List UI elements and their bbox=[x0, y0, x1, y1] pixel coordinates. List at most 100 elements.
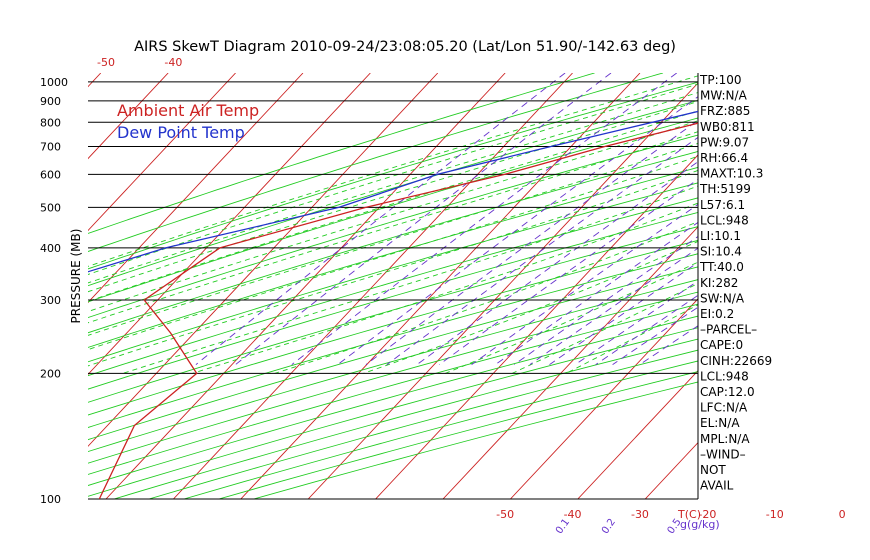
moist-adiabat-line bbox=[88, 131, 698, 324]
pressure-tick-label: 400 bbox=[40, 242, 61, 255]
dry-adiabat-line bbox=[218, 371, 698, 499]
moist-adiabat-line bbox=[511, 282, 698, 374]
isotherm-line bbox=[442, 226, 698, 499]
moist-adiabat-line bbox=[88, 83, 698, 275]
dry-adiabat-line bbox=[88, 279, 698, 453]
bottom-temperature-tick-label: -20 bbox=[698, 508, 716, 521]
isotherm-line bbox=[88, 73, 304, 304]
index-readout: MAXT:10.3 bbox=[700, 167, 763, 181]
chart-title: AIRS SkewT Diagram 2010-09-24/23:08:05.2… bbox=[134, 39, 676, 55]
dry-adiabat-line bbox=[88, 226, 698, 403]
axis-labels: 100 200 300 400 500 600 700 800 900 1000 -50 -40 -50… bbox=[40, 56, 846, 536]
index-readout: LI:10.1 bbox=[700, 229, 741, 243]
mixing-ratio-line bbox=[439, 178, 698, 365]
moist-adiabat-line bbox=[88, 75, 698, 267]
dry-adiabat-line bbox=[253, 381, 698, 499]
index-readout: CINH:22669 bbox=[700, 354, 772, 368]
isotherm-line bbox=[780, 73, 870, 499]
dry-adiabat-line bbox=[88, 150, 698, 334]
top-temperature-tick-label: -50 bbox=[97, 56, 115, 69]
moist-adiabat-line bbox=[274, 221, 698, 374]
isotherm-line bbox=[0, 73, 33, 499]
gridlines bbox=[0, 73, 870, 499]
index-readout: TH:5199 bbox=[699, 182, 751, 196]
index-readout: CAPE:0 bbox=[700, 338, 743, 352]
index-readout: WB0:811 bbox=[700, 120, 755, 134]
moist-adiabat-line bbox=[88, 142, 698, 336]
index-readout: MPL:N/A bbox=[700, 432, 750, 446]
pressure-tick-label: 600 bbox=[40, 168, 61, 181]
dry-adiabat-line bbox=[88, 73, 664, 252]
index-readout: NOT bbox=[700, 463, 726, 477]
index-readout: MW:N/A bbox=[700, 89, 748, 103]
legend-ambient-air-temp: Ambient Air Temp bbox=[117, 101, 259, 120]
moist-adiabat-line bbox=[88, 155, 698, 351]
mixing-ratio-unit-label: g(g/kg) bbox=[680, 518, 720, 531]
mixing-ratio-line bbox=[235, 73, 612, 365]
pressure-tick-label: 200 bbox=[40, 367, 61, 380]
isotherm-line bbox=[510, 298, 698, 499]
dry-adiabat-line bbox=[88, 81, 698, 270]
mixing-ratio-line bbox=[195, 73, 566, 365]
index-readout: CAP:12.0 bbox=[700, 385, 755, 399]
index-readout: FRZ:885 bbox=[700, 104, 750, 118]
index-readout: SI:10.4 bbox=[700, 245, 742, 259]
moist-adiabat-line bbox=[88, 92, 698, 284]
index-readout: L57:6.1 bbox=[700, 198, 745, 212]
bottom-temperature-tick-label: -30 bbox=[631, 508, 649, 521]
top-temperature-tick-label: -40 bbox=[164, 56, 182, 69]
pressure-lines bbox=[88, 73, 699, 500]
isotherm-line bbox=[847, 73, 870, 499]
index-readout: PW:9.07 bbox=[700, 135, 749, 149]
index-readout: LFC:N/A bbox=[700, 401, 748, 415]
isotherm-line bbox=[88, 73, 371, 376]
index-readout: TT:40.0 bbox=[699, 260, 744, 274]
mixing-ratio-tick-label: 0.2 bbox=[600, 517, 618, 536]
profiles bbox=[88, 110, 698, 499]
dry-adiabat-line bbox=[88, 253, 698, 428]
isotherm-line bbox=[173, 73, 573, 499]
mixing-ratio-line bbox=[495, 221, 698, 365]
legend-dew-point-temp: Dew Point Temp bbox=[117, 123, 245, 142]
index-readout: RH:66.4 bbox=[700, 151, 748, 165]
index-readout: SW:N/A bbox=[700, 291, 745, 305]
index-readout: LCL:948 bbox=[700, 213, 749, 227]
isotherm-line bbox=[105, 73, 506, 499]
mixing-ratio-line bbox=[386, 136, 698, 365]
dry-adiabat-line bbox=[88, 303, 698, 475]
dry-adiabat-line bbox=[88, 239, 698, 416]
temperature-unit-label: T(C) bbox=[677, 508, 701, 521]
isotherm-line bbox=[307, 82, 698, 499]
isotherm-line bbox=[240, 73, 641, 499]
bottom-temperature-tick-label: -50 bbox=[496, 508, 514, 521]
index-readout: –WIND– bbox=[700, 447, 746, 461]
mixing-ratio-line bbox=[365, 119, 698, 365]
dry-adiabat-line bbox=[88, 211, 698, 390]
y-axis-label: PRESSURE (MB) bbox=[69, 229, 83, 324]
bottom-temperature-tick-label: 0 bbox=[839, 508, 846, 521]
pressure-tick-label: 100 bbox=[40, 493, 61, 506]
moist-adiabat-line bbox=[192, 202, 698, 374]
isotherm-line bbox=[644, 441, 698, 499]
isotherm-line bbox=[88, 73, 102, 88]
dry-adiabat-line bbox=[88, 291, 698, 464]
index-readout: EL:N/A bbox=[700, 416, 740, 430]
bottom-temperature-tick-label: -40 bbox=[564, 508, 582, 521]
index-readout: LCL:948 bbox=[700, 369, 749, 383]
pressure-tick-label: 500 bbox=[40, 201, 61, 214]
dry-adiabat-line bbox=[88, 134, 698, 319]
isotherm-line bbox=[88, 73, 236, 232]
moist-adiabat-line bbox=[88, 110, 698, 302]
mixing-ratio-line bbox=[337, 96, 698, 365]
dry-adiabat-line bbox=[88, 266, 698, 441]
dry-adiabat-line bbox=[88, 182, 698, 363]
index-readout: EI:0.2 bbox=[700, 307, 734, 321]
air-temperature-profile bbox=[98, 122, 698, 499]
dew-point-profile bbox=[88, 110, 698, 273]
index-readout: –PARCEL– bbox=[700, 323, 757, 337]
mixing-ratio-line bbox=[471, 203, 698, 365]
index-readout: KI:282 bbox=[700, 276, 738, 290]
moist-adiabat-line bbox=[88, 100, 698, 293]
